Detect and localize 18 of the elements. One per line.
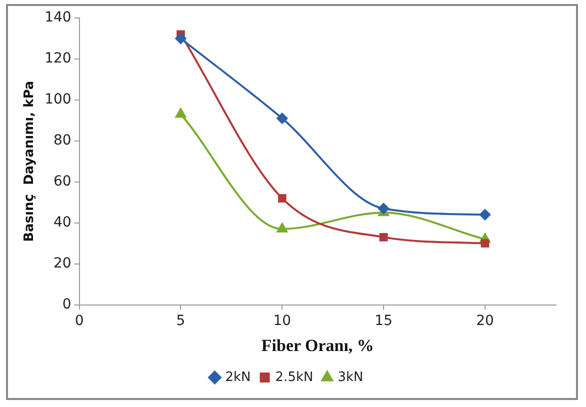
x-tick-label: 20 bbox=[476, 312, 494, 329]
x-tick-label: 10 bbox=[273, 312, 292, 329]
x-tick-label: 5 bbox=[176, 312, 186, 329]
y-tick-label: 20 bbox=[53, 255, 72, 272]
y-tick-label: 120 bbox=[44, 50, 72, 67]
y-tick-label: 0 bbox=[62, 296, 72, 312]
legend-label: 3kN bbox=[338, 370, 364, 385]
x-tick-label: 0 bbox=[74, 312, 84, 329]
x-tick-label: 15 bbox=[374, 312, 392, 329]
legend-label: 2.5kN bbox=[275, 370, 314, 385]
x-axis-title: Fiber Oranı, % bbox=[261, 336, 374, 356]
y-tick-label: 60 bbox=[53, 174, 72, 190]
y-tick-label: 80 bbox=[53, 132, 72, 149]
y-tick-label: 100 bbox=[44, 92, 72, 108]
y-tick-label: 140 bbox=[44, 10, 72, 26]
y-axis-title: Basınç Dayanımı, kPa bbox=[22, 80, 38, 242]
y-tick-label: 40 bbox=[53, 214, 72, 230]
legend-label: 2kN bbox=[225, 370, 251, 385]
